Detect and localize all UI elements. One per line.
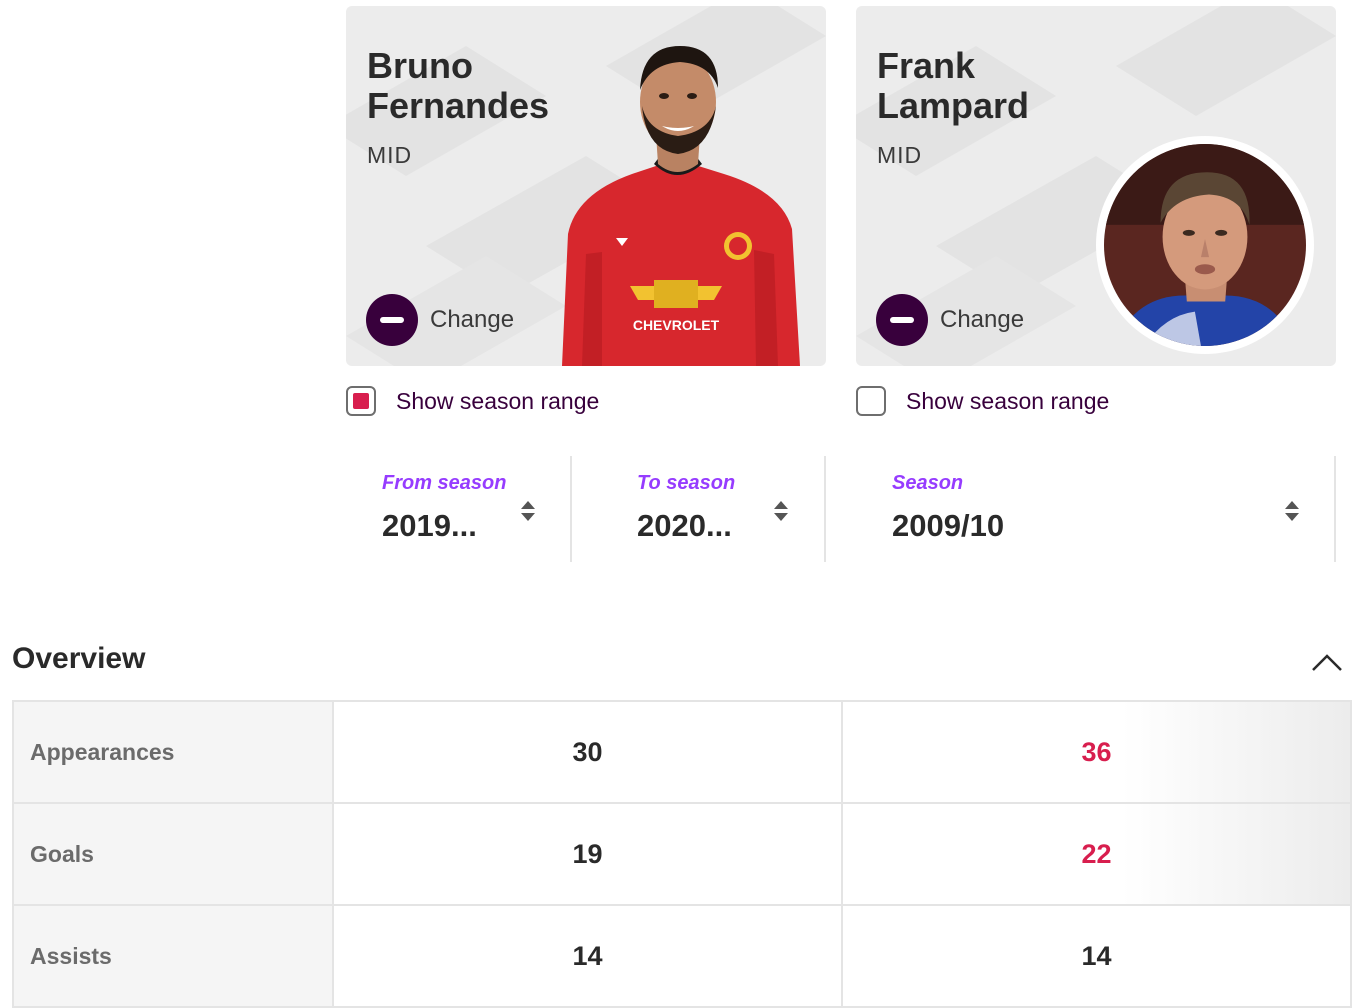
player-photo-circle xyxy=(1096,136,1314,354)
season-divider xyxy=(570,456,572,562)
player2-stat-value: 36 xyxy=(841,700,1352,804)
stat-label: Appearances xyxy=(12,700,334,804)
season-range-label[interactable]: Show season range xyxy=(396,387,600,414)
player-position: MID xyxy=(877,142,923,168)
to-season-value[interactable]: 2020... xyxy=(637,508,732,543)
season-caption: Season xyxy=(892,472,964,494)
kit-sponsor-text: CHEVROLET xyxy=(633,317,720,333)
change-label[interactable]: Change xyxy=(430,306,515,333)
stat-label: Goals xyxy=(12,802,334,906)
change-player-button[interactable]: Change xyxy=(876,294,1024,346)
table-row: Assists 14 14 xyxy=(12,904,1352,1008)
player2-stat-value: 22 xyxy=(841,802,1352,906)
player-photo: CHEVROLET xyxy=(562,46,800,366)
player-name: Frank Lampard xyxy=(877,45,1030,126)
player1-stat-value: 30 xyxy=(332,700,843,804)
table-row: Goals 19 22 xyxy=(12,802,1352,906)
chevron-up-icon[interactable] xyxy=(1310,650,1344,674)
minus-circle-icon[interactable] xyxy=(366,294,418,346)
change-player-button[interactable]: Change xyxy=(366,294,514,346)
player2-stat-value: 14 xyxy=(841,904,1352,1008)
show-season-range-toggle[interactable]: Show season range xyxy=(856,385,1109,417)
season-range-label[interactable]: Show season range xyxy=(906,387,1110,414)
season-range-checkbox[interactable] xyxy=(346,386,376,416)
stat-label: Assists xyxy=(12,904,334,1008)
player-card-bruno-fernandes: Bruno Fernandes MID Change xyxy=(346,6,826,366)
player-photo xyxy=(1104,144,1306,346)
minus-circle-icon[interactable] xyxy=(876,294,928,346)
season-range-checkbox[interactable] xyxy=(856,386,886,416)
overview-title: Overview xyxy=(12,642,146,675)
season-divider xyxy=(1334,456,1336,562)
sort-up-down-icon[interactable] xyxy=(773,500,789,522)
from-season-select[interactable]: From season 2019... xyxy=(346,456,570,562)
player1-stat-value: 19 xyxy=(332,802,843,906)
from-season-caption: From season xyxy=(382,472,507,494)
table-row: Appearances 30 36 xyxy=(12,700,1352,804)
player-position: MID xyxy=(367,142,413,168)
sort-up-down-icon[interactable] xyxy=(1284,500,1300,522)
overview-stats-table: Appearances 30 36 Goals 19 22 Assists 14… xyxy=(12,700,1352,1008)
player1-stat-value: 14 xyxy=(332,904,843,1008)
from-season-value[interactable]: 2019... xyxy=(382,508,477,543)
season-value[interactable]: 2009/10 xyxy=(892,508,1005,543)
season-divider xyxy=(824,456,826,562)
change-label[interactable]: Change xyxy=(940,306,1025,333)
to-season-select[interactable]: To season 2020... xyxy=(601,456,825,562)
sort-up-down-icon[interactable] xyxy=(520,500,536,522)
show-season-range-toggle[interactable]: Show season range xyxy=(346,385,599,417)
season-select[interactable]: Season 2009/10 xyxy=(856,456,1334,562)
player-card-frank-lampard: Frank Lampard MID Change xyxy=(856,6,1336,366)
player-name: Bruno Fernandes xyxy=(367,45,550,126)
to-season-caption: To season xyxy=(637,472,736,494)
